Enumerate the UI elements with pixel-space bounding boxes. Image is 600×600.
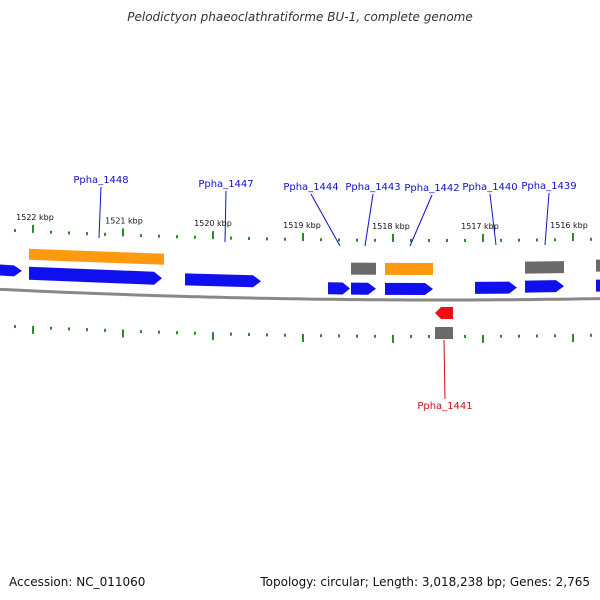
scale-label: 1518 kbp <box>372 222 410 231</box>
scale-label: 1516 kbp <box>550 221 588 230</box>
label-leader <box>310 193 341 247</box>
scale-label: 1522 kbp <box>16 213 54 222</box>
gene-feature <box>351 282 376 295</box>
scale-label: 1521 kbp <box>105 217 143 226</box>
gene-labels: Ppha_1448 Ppha_1447 Ppha_1444 Ppha_1443 Ppha… <box>73 175 576 412</box>
gene-feature <box>525 261 564 274</box>
gene-label: Ppha_1442 <box>404 183 459 194</box>
accession-text: Accession: NC_011060 <box>9 575 146 589</box>
label-leader <box>409 194 433 247</box>
scale-ticks-top <box>14 224 592 242</box>
label-leader <box>364 193 374 247</box>
gene-feature <box>475 281 517 294</box>
gene-feature <box>385 282 433 295</box>
gene-label: Ppha_1440 <box>462 182 517 193</box>
scale-label: 1519 kbp <box>283 221 321 230</box>
label-leader <box>489 193 497 246</box>
gene-label: Ppha_1444 <box>283 182 338 193</box>
gene-feature <box>29 266 162 285</box>
scale-label: 1520 kbp <box>194 219 232 228</box>
scale-label: 1517 kbp <box>461 222 499 231</box>
gene-feature <box>435 326 453 339</box>
gene-label: Ppha_1443 <box>345 182 400 193</box>
gene-feature <box>385 262 433 275</box>
label-leader <box>224 190 227 243</box>
gene-feature <box>29 248 164 265</box>
gene-feature <box>525 280 564 293</box>
label-leader <box>98 186 102 239</box>
feature-track <box>0 248 600 339</box>
gene-feature <box>351 262 376 275</box>
gene-label: Ppha_1441 <box>417 401 472 412</box>
scale-labels: 1522 kbp 1521 kbp 1520 kbp 1519 kbp 1518 kbp… <box>16 213 588 231</box>
label-leader-lines <box>98 186 550 400</box>
backbone-line <box>0 287 600 302</box>
gene-label: Ppha_1447 <box>198 179 253 190</box>
genome-backbone <box>0 287 600 302</box>
genome-summary: Topology: circular; Length: 3,018,238 bp… <box>260 575 590 589</box>
gene-feature <box>596 279 600 292</box>
gene-feature <box>185 273 261 288</box>
map-title: Pelodictyon phaeoclathratiforme BU-1, co… <box>127 10 473 24</box>
gene-feature <box>0 264 22 277</box>
gene-label: Ppha_1439 <box>521 181 576 192</box>
label-leader <box>544 192 550 246</box>
gene-feature <box>596 259 600 272</box>
scale-ticks-bottom <box>14 325 592 343</box>
gene-feature <box>328 282 350 295</box>
label-leader <box>443 339 446 400</box>
gene-feature-reverse <box>435 306 453 319</box>
gene-label: Ppha_1448 <box>73 175 128 186</box>
